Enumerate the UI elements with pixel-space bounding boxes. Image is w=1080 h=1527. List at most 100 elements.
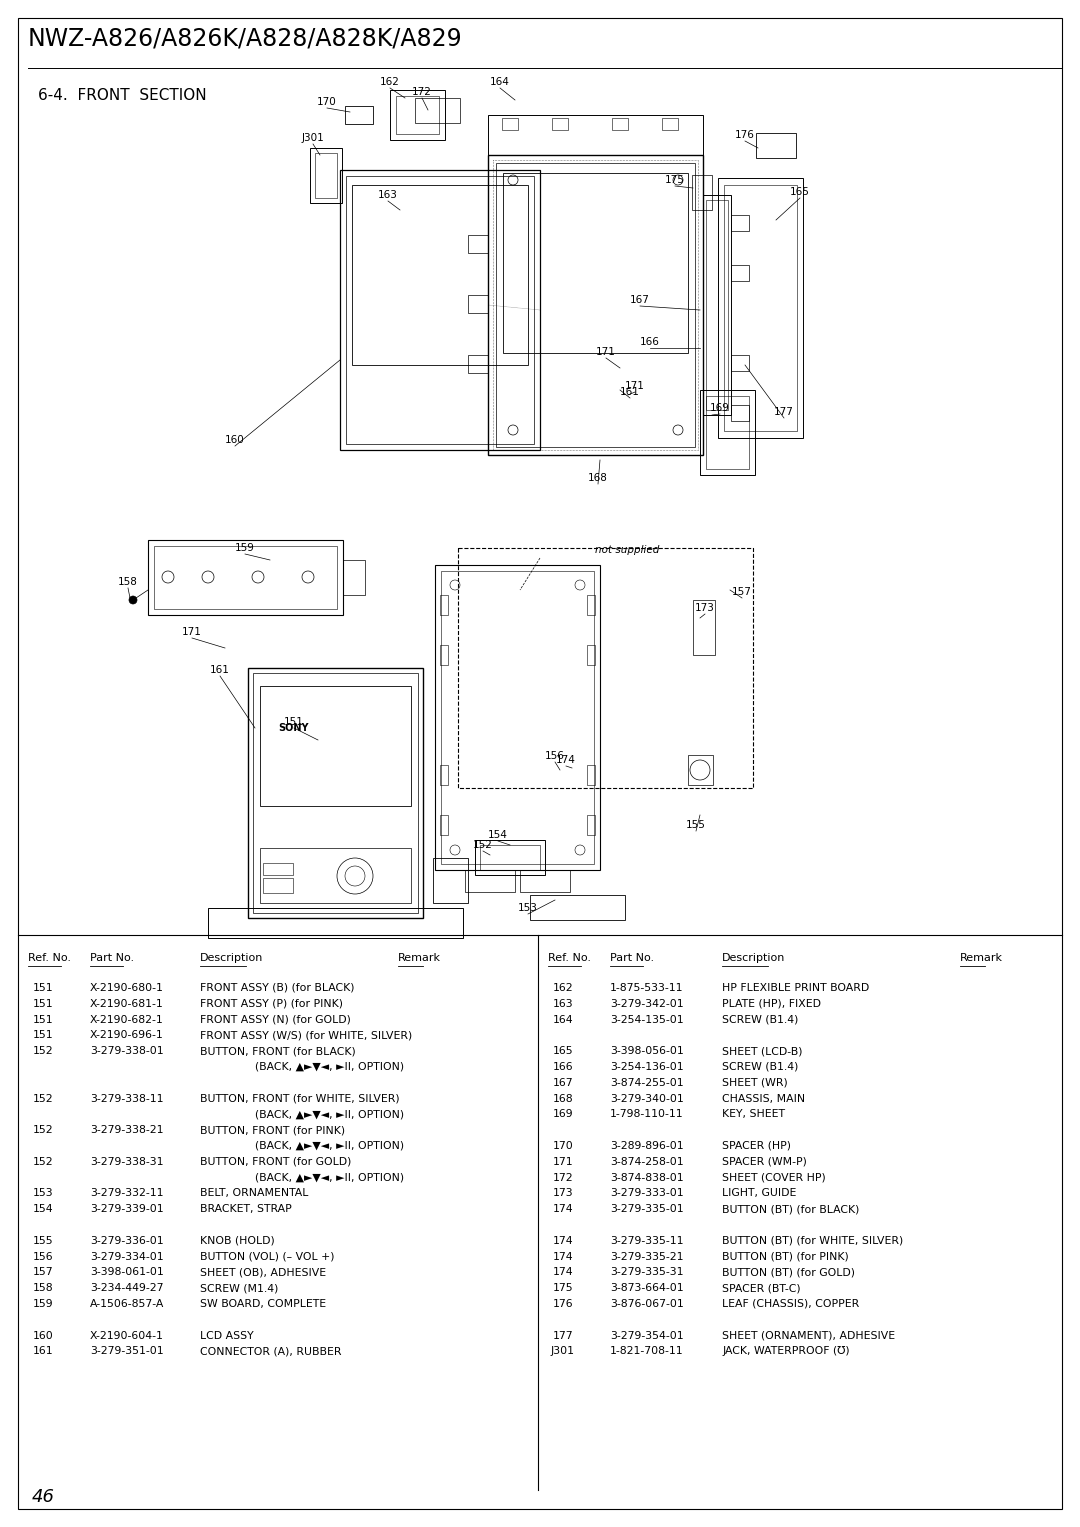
Text: Description: Description: [200, 953, 264, 964]
Text: 3-874-255-01: 3-874-255-01: [610, 1078, 684, 1087]
Text: 151: 151: [32, 999, 53, 1009]
Text: 152: 152: [32, 1093, 53, 1104]
Text: Ref. No.: Ref. No.: [548, 953, 591, 964]
Bar: [343, 560, 365, 596]
Text: BUTTON (VOL) (– VOL +): BUTTON (VOL) (– VOL +): [200, 1252, 335, 1261]
Text: 3-279-335-31: 3-279-335-31: [610, 1267, 684, 1278]
Bar: [731, 354, 750, 371]
Text: BUTTON, FRONT (for PINK): BUTTON, FRONT (for PINK): [200, 1125, 346, 1135]
Text: 3-279-335-01: 3-279-335-01: [610, 1205, 684, 1214]
Text: 3-234-449-27: 3-234-449-27: [90, 1283, 163, 1293]
Text: 170: 170: [553, 1141, 573, 1151]
Text: LCD ASSY: LCD ASSY: [200, 1330, 254, 1341]
Text: (BACK, ▲►▼◄, ►II, OPTION): (BACK, ▲►▼◄, ►II, OPTION): [255, 1110, 404, 1119]
Text: SHEET (WR): SHEET (WR): [723, 1078, 787, 1087]
Bar: [435, 565, 600, 870]
Text: 157: 157: [732, 586, 752, 597]
Text: Remark: Remark: [399, 953, 441, 964]
Bar: [692, 176, 712, 211]
Text: NWZ-A826/A826K/A828/A828K/A829: NWZ-A826/A826K/A828/A828K/A829: [28, 26, 462, 50]
Text: J301: J301: [301, 133, 324, 144]
Text: 152: 152: [32, 1125, 53, 1135]
Text: not supplied: not supplied: [595, 545, 660, 554]
Bar: [588, 815, 595, 835]
Bar: [496, 163, 696, 447]
Bar: [315, 153, 337, 199]
Text: SW BOARD, COMPLETE: SW BOARD, COMPLETE: [200, 1299, 326, 1309]
Text: 175: 175: [553, 1283, 573, 1293]
Text: 3-874-838-01: 3-874-838-01: [610, 1173, 684, 1182]
Bar: [465, 870, 515, 892]
Bar: [433, 858, 468, 902]
Bar: [662, 118, 678, 130]
Text: 151: 151: [32, 1014, 53, 1025]
Text: KNOB (HOLD): KNOB (HOLD): [200, 1235, 274, 1246]
Text: Description: Description: [723, 953, 785, 964]
Bar: [724, 185, 797, 431]
Bar: [480, 844, 540, 870]
Text: BUTTON, FRONT (for WHITE, SILVER): BUTTON, FRONT (for WHITE, SILVER): [200, 1093, 400, 1104]
Text: 154: 154: [488, 831, 508, 840]
Text: LIGHT, GUIDE: LIGHT, GUIDE: [723, 1188, 796, 1199]
Text: 167: 167: [630, 295, 650, 305]
Bar: [468, 354, 488, 373]
Text: 3-279-334-01: 3-279-334-01: [90, 1252, 164, 1261]
Text: 175: 175: [665, 176, 685, 185]
Text: 3-279-338-31: 3-279-338-31: [90, 1157, 163, 1167]
Text: 177: 177: [553, 1330, 573, 1341]
Text: 1-875-533-11: 1-875-533-11: [610, 983, 684, 993]
Bar: [345, 105, 373, 124]
Text: 3-279-342-01: 3-279-342-01: [610, 999, 684, 1009]
Bar: [390, 90, 445, 140]
Bar: [148, 541, 343, 615]
Text: JACK, WATERPROOF (℧): JACK, WATERPROOF (℧): [723, 1347, 850, 1356]
Text: 173: 173: [696, 603, 715, 612]
Text: 162: 162: [553, 983, 573, 993]
Text: 3-279-340-01: 3-279-340-01: [610, 1093, 684, 1104]
Bar: [310, 148, 342, 203]
Bar: [346, 176, 534, 444]
Text: Part No.: Part No.: [610, 953, 654, 964]
Text: BUTTON (BT) (for BLACK): BUTTON (BT) (for BLACK): [723, 1205, 860, 1214]
Text: BUTTON (BT) (for GOLD): BUTTON (BT) (for GOLD): [723, 1267, 855, 1278]
Bar: [530, 895, 625, 919]
Bar: [440, 815, 448, 835]
Bar: [488, 115, 703, 156]
Text: 174: 174: [553, 1252, 573, 1261]
Bar: [248, 667, 423, 918]
Bar: [612, 118, 627, 130]
Text: 152: 152: [32, 1157, 53, 1167]
Bar: [718, 179, 804, 438]
Bar: [396, 96, 438, 134]
Text: 174: 174: [553, 1205, 573, 1214]
Text: 3-876-067-01: 3-876-067-01: [610, 1299, 684, 1309]
Text: 172: 172: [413, 87, 432, 98]
Bar: [154, 547, 337, 609]
Text: SONY: SONY: [278, 722, 309, 733]
Text: 164: 164: [490, 76, 510, 87]
Text: 3-254-136-01: 3-254-136-01: [610, 1061, 684, 1072]
Bar: [503, 173, 688, 353]
Bar: [588, 644, 595, 664]
Text: 3-279-335-11: 3-279-335-11: [610, 1235, 684, 1246]
Text: 3-874-258-01: 3-874-258-01: [610, 1157, 684, 1167]
Text: 163: 163: [553, 999, 573, 1009]
Text: 159: 159: [32, 1299, 53, 1309]
Text: Remark: Remark: [960, 953, 1003, 964]
Bar: [552, 118, 568, 130]
Text: 168: 168: [589, 473, 608, 483]
Text: X-2190-696-1: X-2190-696-1: [90, 1031, 164, 1040]
Bar: [264, 863, 293, 875]
Text: FRONT ASSY (N) (for GOLD): FRONT ASSY (N) (for GOLD): [200, 1014, 351, 1025]
Bar: [502, 118, 518, 130]
Text: 3-279-354-01: 3-279-354-01: [610, 1330, 684, 1341]
Text: 151: 151: [32, 1031, 53, 1040]
Bar: [731, 266, 750, 281]
Bar: [475, 840, 545, 875]
Text: 3-279-333-01: 3-279-333-01: [610, 1188, 684, 1199]
Text: HP FLEXIBLE PRINT BOARD: HP FLEXIBLE PRINT BOARD: [723, 983, 869, 993]
Text: FRONT ASSY (P) (for PINK): FRONT ASSY (P) (for PINK): [200, 999, 343, 1009]
Text: KEY, SHEET: KEY, SHEET: [723, 1110, 785, 1119]
Text: PLATE (HP), FIXED: PLATE (HP), FIXED: [723, 999, 821, 1009]
Text: 165: 165: [553, 1046, 573, 1057]
